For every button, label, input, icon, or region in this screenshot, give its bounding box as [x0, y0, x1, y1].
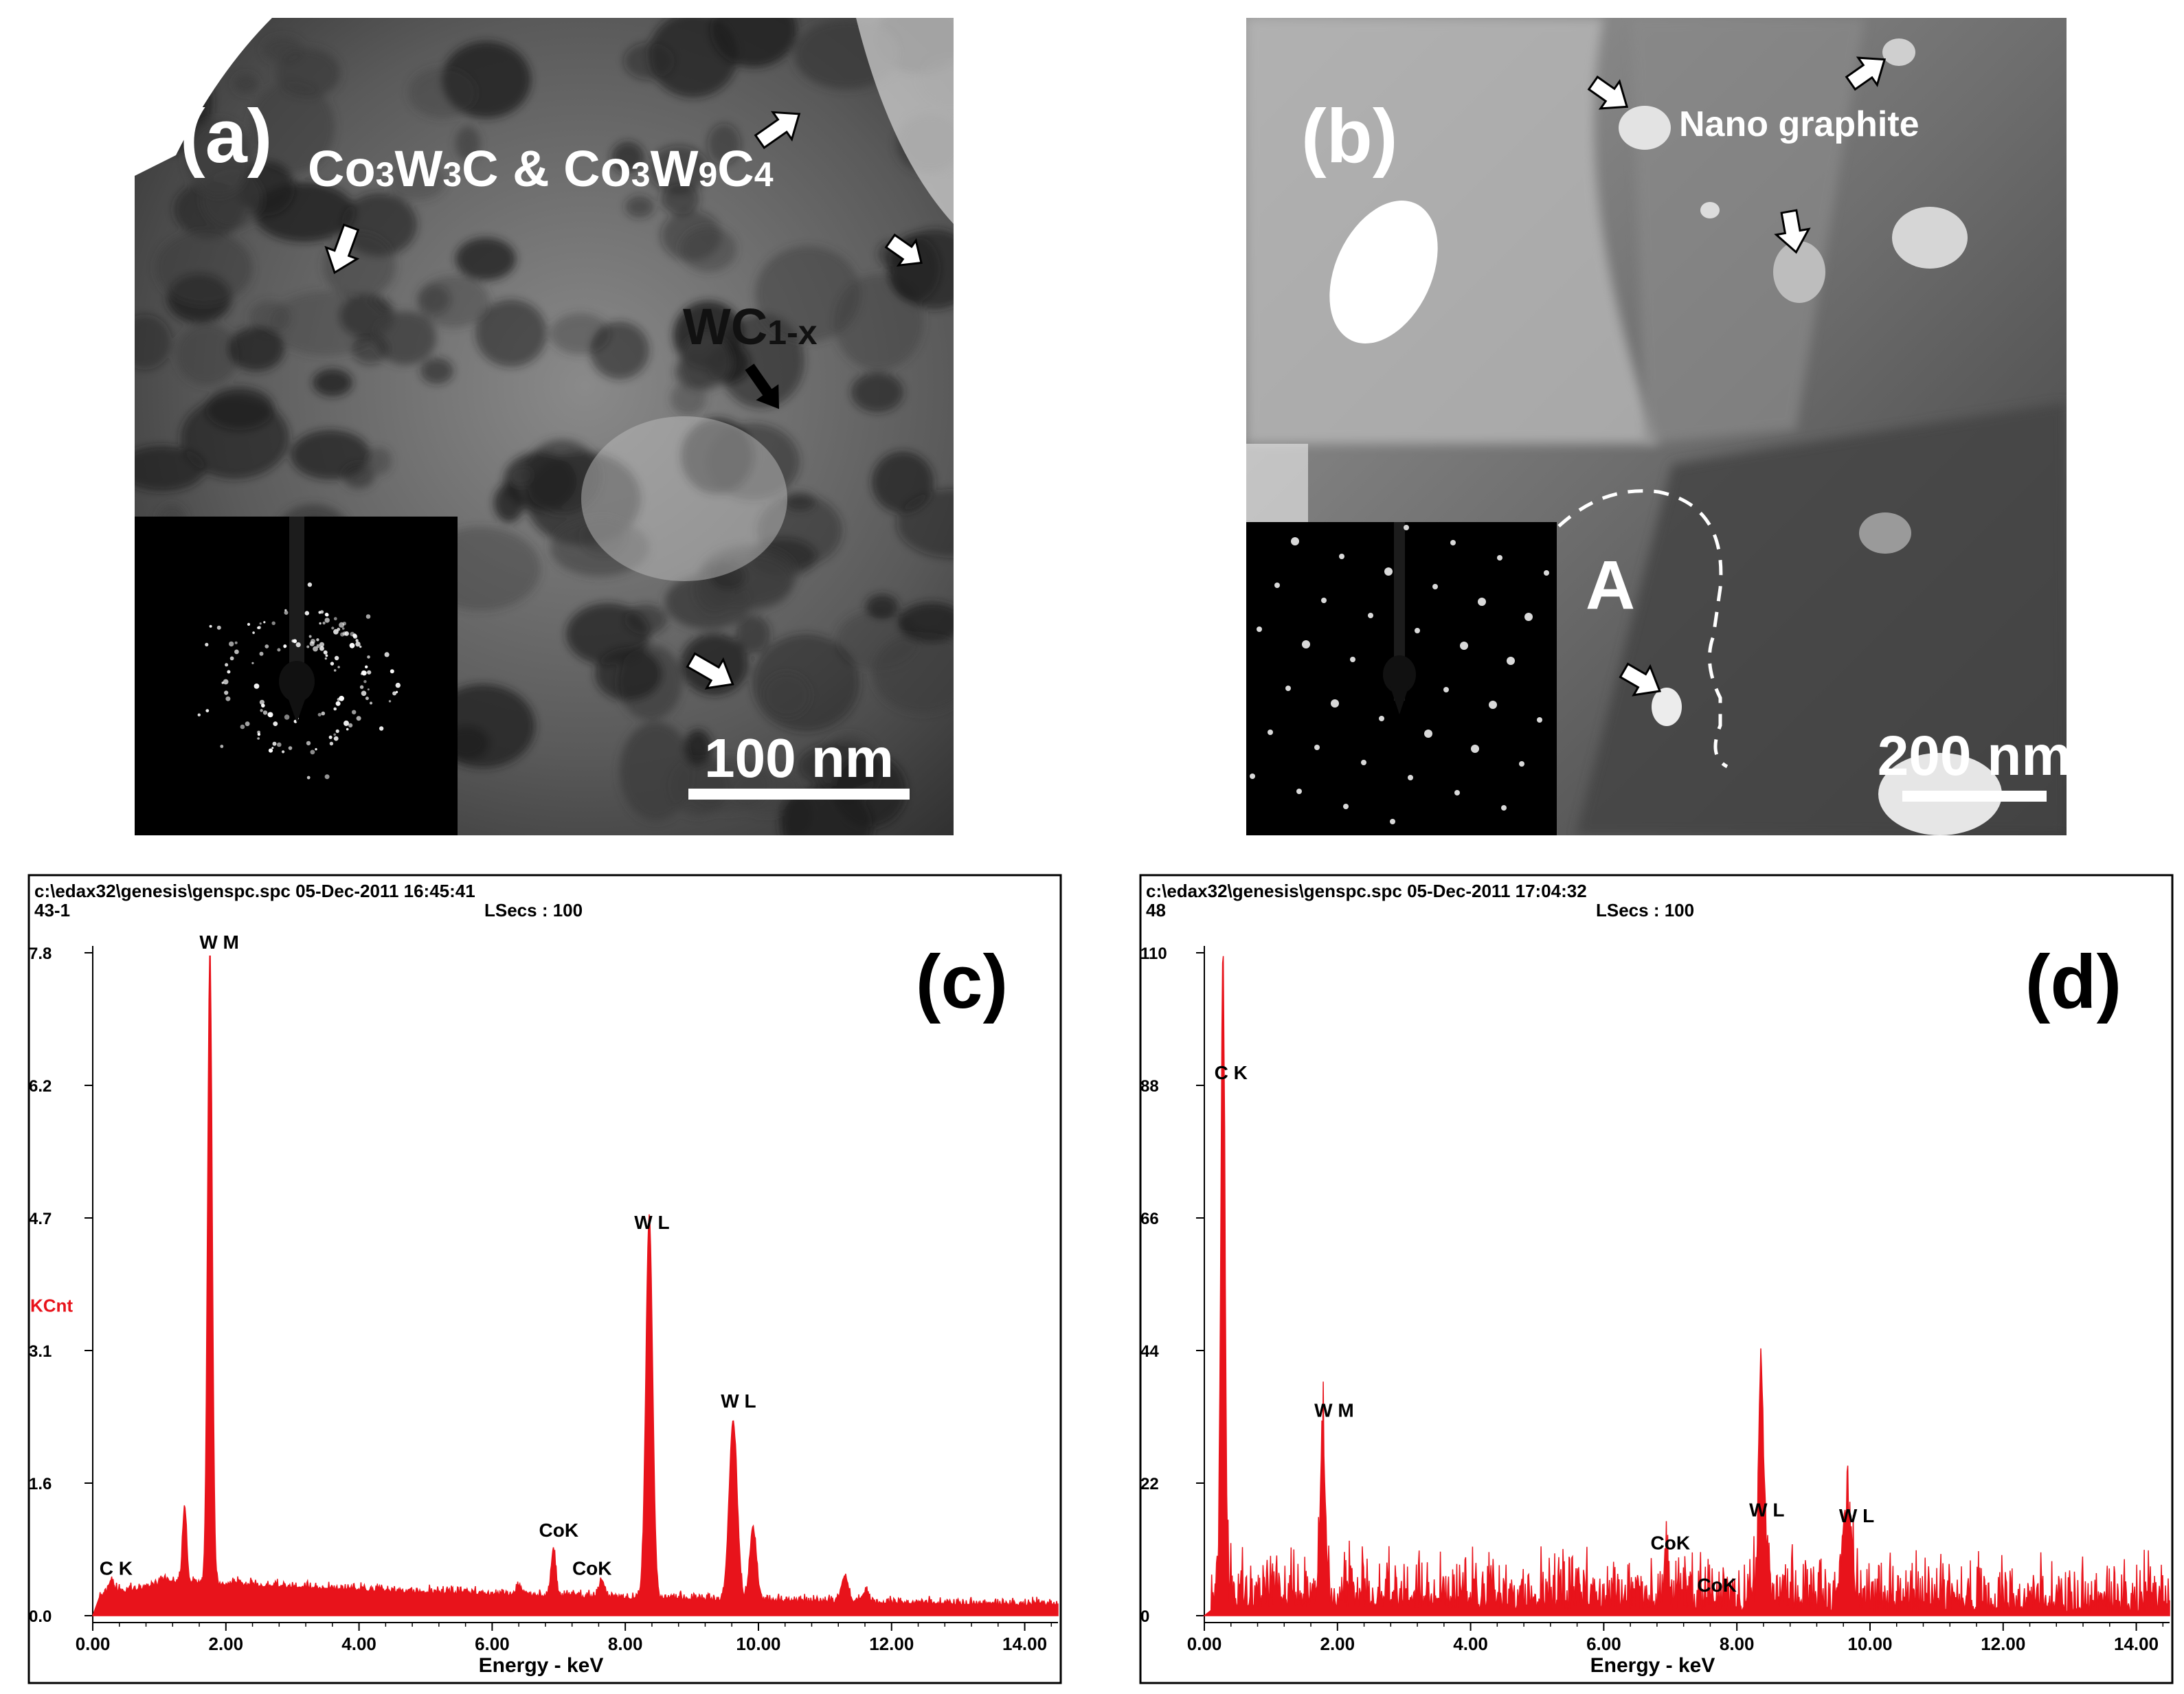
lsecs-label: LSecs : 100: [1596, 900, 1694, 921]
x-tick-label: 2.00: [208, 1634, 243, 1654]
peak-label: CoK: [539, 1520, 579, 1541]
peak-label: CoK: [1697, 1574, 1737, 1596]
y-tick-label: 110: [1140, 945, 1167, 963]
peak-label: CoK: [572, 1558, 612, 1579]
panel-b-labels: (b) Nano graphite A 200 nm: [1246, 18, 2071, 835]
peak-label: W L: [1749, 1499, 1784, 1520]
peak-label: C K: [1215, 1062, 1248, 1083]
tem-image-b: [1246, 18, 2067, 835]
peak-label: CoK: [1651, 1533, 1691, 1554]
x-tick-label: 8.00: [608, 1634, 643, 1654]
eds-spectrum-c: c:\edax32\genesis\genspc.spc 05-Dec-2011…: [27, 874, 1062, 1684]
x-tick-label: 8.00: [1720, 1634, 1755, 1654]
x-tick-label: 0.00: [76, 1634, 111, 1654]
x-tick-label: 2.00: [1320, 1634, 1355, 1654]
scale-bar-label: 200 nm: [1878, 725, 2072, 787]
x-tick-label: 12.00: [1981, 1634, 2025, 1654]
y-tick-label: 0.0: [29, 1607, 52, 1626]
peak-label: W M: [1314, 1400, 1354, 1421]
chart-frame: [27, 874, 1062, 1684]
y-tick-label: 4.7: [29, 1210, 52, 1228]
y-tick-label: 44: [1140, 1342, 1159, 1361]
x-tick-label: 6.00: [475, 1634, 510, 1654]
y-tick-label: 22: [1140, 1475, 1159, 1493]
x-tick-label: 6.00: [1586, 1634, 1621, 1654]
x-tick-label: 10.00: [1847, 1634, 1892, 1654]
panel-label: (c): [916, 940, 1008, 1024]
x-axis-label: Energy - keV: [479, 1654, 604, 1677]
arrow-icon-white: [1845, 56, 1887, 91]
y-tick-label: 0: [1140, 1607, 1149, 1626]
y-axis-label: KCnt: [30, 1296, 73, 1316]
y-tick-label: 6.2: [29, 1077, 52, 1096]
x-axis-label: Energy - keV: [1590, 1654, 1715, 1677]
arrow-icon-white: [754, 111, 801, 150]
arrow-icon-white: [884, 233, 923, 267]
phase-label-co3w3c-co3w9c4: Co3W3C & Co3W9C4: [308, 140, 774, 197]
panel-a-labels: (a) Co3W3C & Co3W9C4 WC1-x 100 nm: [135, 18, 954, 835]
file-header: c:\edax32\genesis\genspc.spc 05-Dec-2011…: [1146, 881, 1587, 901]
arrow-icon-white: [1619, 662, 1662, 697]
peak-label: W M: [199, 931, 239, 953]
x-tick-label: 0.00: [1187, 1634, 1222, 1654]
arrow-icon-white: [686, 652, 734, 690]
peak-label: W L: [721, 1390, 756, 1412]
peak-label: C K: [100, 1558, 133, 1579]
spectrum-series: [91, 956, 1059, 1616]
x-tick-label: 10.00: [736, 1634, 780, 1654]
tem-image-a: [135, 18, 954, 835]
y-tick-label: 88: [1140, 1077, 1159, 1096]
peak-label: W L: [1839, 1505, 1874, 1526]
spectrum-series: [1202, 956, 2170, 1616]
region-a-outline: [1557, 489, 1729, 769]
scale-bar-label: 100 nm: [704, 727, 894, 789]
x-tick-label: 4.00: [1453, 1634, 1488, 1654]
eds-spectrum-d: c:\edax32\genesis\genspc.spc 05-Dec-2011…: [1139, 874, 2174, 1684]
saed-inset-b: [1246, 522, 1557, 835]
panel-label: (d): [2025, 940, 2121, 1024]
x-tick-label: 14.00: [2114, 1634, 2159, 1654]
arrow-icon-white: [1587, 75, 1629, 110]
arrow-icon-white: [324, 223, 360, 275]
y-tick-label: 66: [1140, 1210, 1159, 1228]
y-tick-label: 3.1: [29, 1342, 52, 1361]
lsecs-label: LSecs : 100: [484, 900, 583, 921]
spectrum-id: 43-1: [34, 900, 70, 921]
y-tick-label: 7.8: [29, 945, 52, 963]
x-tick-label: 4.00: [341, 1634, 376, 1654]
scale-bar: [688, 789, 910, 800]
chart-frame: [1139, 874, 2174, 1684]
saed-inset-a: [135, 517, 458, 835]
x-tick-label: 14.00: [1002, 1634, 1047, 1654]
peak-label: W L: [634, 1212, 669, 1233]
spectrum-id: 48: [1146, 900, 1166, 921]
panel-label-b: (b): [1301, 94, 1397, 179]
phase-label-wc1x: WC1-x: [683, 298, 818, 355]
region-a-label: A: [1586, 547, 1635, 624]
x-tick-label: 12.00: [869, 1634, 914, 1654]
scale-bar: [1902, 791, 2047, 802]
file-header: c:\edax32\genesis\genspc.spc 05-Dec-2011…: [34, 881, 475, 901]
nano-graphite-label: Nano graphite: [1679, 104, 1920, 144]
y-tick-label: 1.6: [29, 1475, 52, 1493]
arrow-icon-white: [1774, 209, 1811, 254]
arrow-icon-black: [745, 363, 780, 409]
panel-label-a: (a): [180, 94, 272, 179]
